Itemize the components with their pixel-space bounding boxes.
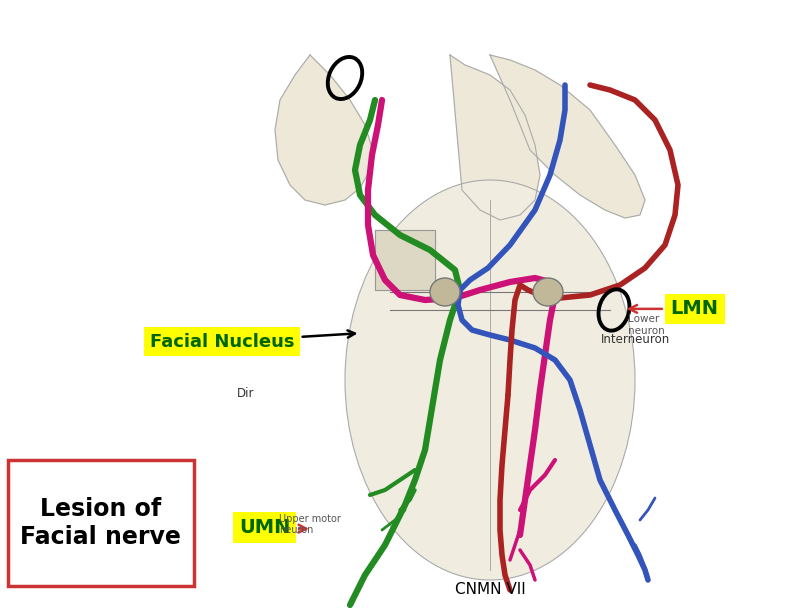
Text: Upper motor
neuron: Upper motor neuron [279, 514, 341, 536]
Polygon shape [275, 55, 372, 205]
Text: Interneuron: Interneuron [601, 333, 670, 346]
Text: LMN: LMN [629, 299, 718, 319]
Text: Lesion of
Facial nerve: Lesion of Facial nerve [20, 497, 181, 549]
Polygon shape [375, 230, 435, 290]
Polygon shape [490, 55, 645, 218]
Ellipse shape [345, 180, 635, 580]
Ellipse shape [533, 278, 563, 306]
Text: Lower
neuron: Lower neuron [628, 314, 664, 336]
Polygon shape [450, 55, 540, 220]
Text: Dir: Dir [237, 387, 254, 401]
Text: UMN: UMN [239, 518, 306, 537]
Ellipse shape [430, 278, 460, 306]
Text: CNMN VII: CNMN VII [454, 582, 526, 598]
Text: Facial Nucleus: Facial Nucleus [150, 330, 355, 351]
FancyBboxPatch shape [8, 460, 194, 586]
